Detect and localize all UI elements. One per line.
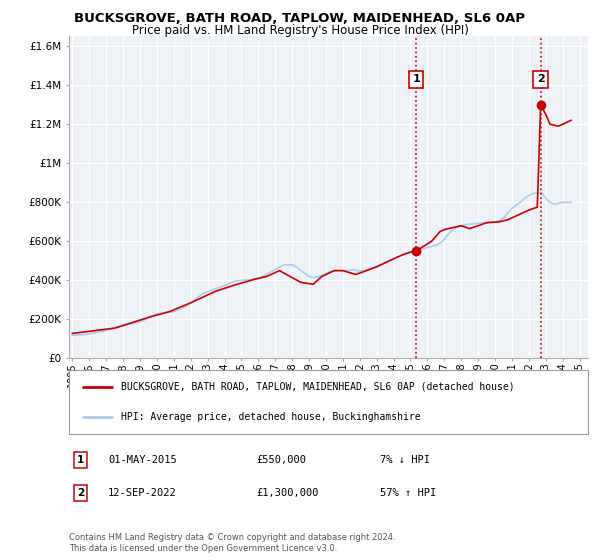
Text: 57% ↑ HPI: 57% ↑ HPI — [380, 488, 437, 498]
Text: 1: 1 — [412, 74, 420, 85]
Text: 01-MAY-2015: 01-MAY-2015 — [108, 455, 176, 465]
Text: 7% ↓ HPI: 7% ↓ HPI — [380, 455, 430, 465]
Text: 2: 2 — [537, 74, 545, 85]
Text: 12-SEP-2022: 12-SEP-2022 — [108, 488, 176, 498]
FancyBboxPatch shape — [69, 370, 588, 434]
Text: 2: 2 — [77, 488, 84, 498]
Text: £550,000: £550,000 — [256, 455, 306, 465]
Text: 1: 1 — [77, 455, 84, 465]
Text: BUCKSGROVE, BATH ROAD, TAPLOW, MAIDENHEAD, SL6 0AP (detached house): BUCKSGROVE, BATH ROAD, TAPLOW, MAIDENHEA… — [121, 382, 515, 392]
Text: HPI: Average price, detached house, Buckinghamshire: HPI: Average price, detached house, Buck… — [121, 412, 421, 422]
Text: BUCKSGROVE, BATH ROAD, TAPLOW, MAIDENHEAD, SL6 0AP: BUCKSGROVE, BATH ROAD, TAPLOW, MAIDENHEA… — [74, 12, 526, 25]
Text: Price paid vs. HM Land Registry's House Price Index (HPI): Price paid vs. HM Land Registry's House … — [131, 24, 469, 37]
Text: Contains HM Land Registry data © Crown copyright and database right 2024.
This d: Contains HM Land Registry data © Crown c… — [69, 533, 395, 553]
Text: £1,300,000: £1,300,000 — [256, 488, 319, 498]
